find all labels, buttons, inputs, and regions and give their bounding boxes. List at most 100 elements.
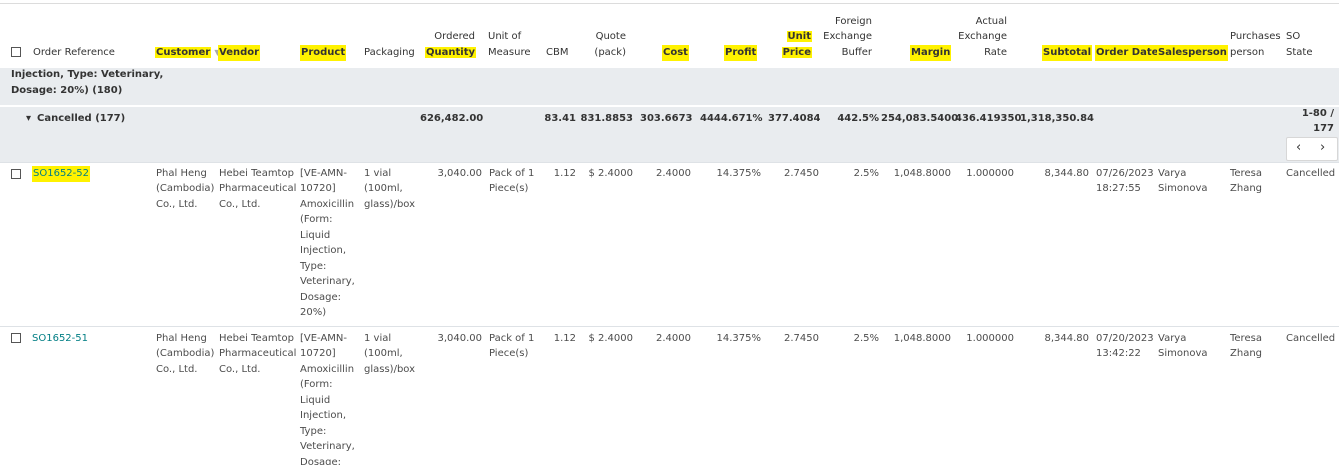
row-checkbox[interactable] bbox=[11, 169, 21, 179]
cell-order-date: 07/20/2023 bbox=[1096, 333, 1154, 344]
cell-customer: Phal Heng bbox=[156, 333, 207, 344]
cell-unit-price: 2.7450 bbox=[784, 168, 819, 179]
col-vendor[interactable]: Vendor bbox=[218, 45, 261, 61]
cell-packaging: glass)/box bbox=[364, 199, 416, 210]
col-unit-price-label2: Price bbox=[781, 47, 812, 58]
cell-uom: Piece(s) bbox=[489, 183, 529, 194]
cell-product: Veterinary, bbox=[300, 276, 355, 287]
cell-so-state: Cancelled bbox=[1286, 168, 1336, 179]
cell-product: Veterinary, bbox=[300, 441, 355, 452]
col-order-date[interactable]: Order Date bbox=[1095, 45, 1160, 61]
cell-margin: 1,048.8000 bbox=[893, 333, 951, 344]
col-ordered-quantity-line1[interactable]: Ordered bbox=[434, 31, 475, 42]
order-reference-link[interactable]: SO1652-52 bbox=[32, 166, 91, 182]
col-fx-buffer-line2[interactable]: Exchange bbox=[823, 31, 872, 42]
col-customer-label: Customer bbox=[155, 47, 212, 58]
pager-prev-icon[interactable]: ‹ bbox=[1296, 140, 1302, 155]
group-margin: 254,083.5400 bbox=[881, 113, 959, 124]
col-fx-buffer-line1[interactable]: Foreign bbox=[834, 16, 872, 27]
cell-salesperson: Varya bbox=[1158, 333, 1187, 344]
cell-order-date: 18:27:55 bbox=[1096, 183, 1141, 194]
col-uom-line2[interactable]: Measure bbox=[488, 47, 531, 58]
cell-customer: (Cambodia) bbox=[156, 348, 215, 359]
cell-fx-rate: 1.000000 bbox=[966, 168, 1014, 179]
order-reference-link[interactable]: SO1652-51 bbox=[32, 333, 89, 344]
cell-fx-rate: 1.000000 bbox=[966, 333, 1014, 344]
parent-group-label-line1: Injection, Type: Veterinary, bbox=[11, 69, 164, 80]
group-subtotal: 1,318,350.84 bbox=[1020, 113, 1095, 124]
group-label[interactable]: Cancelled (177) bbox=[37, 113, 126, 124]
cell-vendor: Hebei Teamtop bbox=[219, 333, 294, 344]
cell-purchases-person: Zhang bbox=[1230, 183, 1263, 194]
col-customer[interactable]: Customer ▼ bbox=[155, 45, 221, 61]
col-order-reference[interactable]: Order Reference bbox=[33, 47, 115, 58]
top-divider bbox=[0, 3, 1339, 4]
cell-customer: (Cambodia) bbox=[156, 183, 215, 194]
cell-salesperson: Simonova bbox=[1158, 183, 1208, 194]
cell-uom: Pack of 1 bbox=[489, 168, 535, 179]
col-fx-rate-line2[interactable]: Exchange bbox=[958, 31, 1007, 42]
cell-customer: Co., Ltd. bbox=[156, 364, 198, 375]
cell-cbm: 1.12 bbox=[553, 333, 576, 344]
cell-packaging: (100ml, bbox=[364, 348, 403, 359]
col-cbm[interactable]: CBM bbox=[546, 47, 569, 58]
col-quote-line1[interactable]: Quote bbox=[595, 31, 626, 42]
col-fx-rate-line3[interactable]: Rate bbox=[984, 47, 1007, 58]
cell-vendor: Pharmaceutical bbox=[219, 183, 297, 194]
pager-next-icon[interactable]: › bbox=[1320, 140, 1326, 155]
col-unit-price-line2[interactable]: Price bbox=[780, 45, 812, 61]
col-fx-rate-line1[interactable]: Actual bbox=[975, 16, 1007, 27]
cell-profit: 14.375% bbox=[716, 333, 762, 344]
group-quote: 831.8853 bbox=[580, 113, 633, 124]
cell-product: Injection, bbox=[300, 410, 347, 421]
col-salesperson[interactable]: Salesperson bbox=[1157, 45, 1228, 61]
col-uom-line1[interactable]: Unit of bbox=[488, 31, 522, 42]
col-so-state-line1[interactable]: SO bbox=[1286, 31, 1301, 42]
group-cbm: 83.41 bbox=[544, 113, 576, 124]
cell-product: Dosage: bbox=[300, 292, 342, 303]
cell-margin: 1,048.8000 bbox=[893, 168, 951, 179]
cell-product: Type: bbox=[300, 261, 327, 272]
col-packaging[interactable]: Packaging bbox=[364, 47, 415, 58]
cell-product: 10720] bbox=[300, 348, 336, 359]
cell-so-state: Cancelled bbox=[1286, 333, 1336, 344]
group-cost: 303.6673 bbox=[640, 113, 693, 124]
col-unit-price-label1: Unit bbox=[786, 31, 812, 42]
col-profit[interactable]: Profit bbox=[724, 45, 758, 61]
cell-product: Liquid bbox=[300, 395, 331, 406]
cell-ordered-quantity: 3,040.00 bbox=[437, 333, 482, 344]
col-purchases-line2[interactable]: person bbox=[1230, 47, 1265, 58]
cell-product: Amoxicillin bbox=[300, 364, 355, 375]
col-product[interactable]: Product bbox=[300, 45, 347, 61]
cell-product: Injection, bbox=[300, 245, 347, 256]
group-header-cancelled[interactable] bbox=[0, 107, 1339, 162]
group-divider bbox=[0, 105, 1339, 107]
col-subtotal[interactable]: Subtotal bbox=[1042, 45, 1093, 61]
cell-product: [VE-AMN- bbox=[300, 333, 348, 344]
select-all-checkbox[interactable] bbox=[11, 47, 21, 57]
cell-product: (Form: bbox=[300, 214, 333, 225]
cell-product: Amoxicillin bbox=[300, 199, 355, 210]
col-purchases-line1[interactable]: Purchases bbox=[1230, 31, 1281, 42]
col-cost[interactable]: Cost bbox=[662, 45, 689, 61]
col-quote-line2[interactable]: (pack) bbox=[594, 47, 626, 58]
col-so-state-line2[interactable]: State bbox=[1286, 47, 1313, 58]
cell-cbm: 1.12 bbox=[553, 168, 576, 179]
group-unit-price: 377.4084 bbox=[768, 113, 821, 124]
col-ordered-quantity-line2[interactable]: Quantity bbox=[425, 45, 476, 61]
cell-profit: 14.375% bbox=[716, 168, 762, 179]
group-caret-icon: ▾ bbox=[26, 113, 32, 124]
parent-group-header[interactable] bbox=[0, 68, 1339, 105]
row-checkbox[interactable] bbox=[11, 333, 21, 343]
col-unit-price-line1[interactable]: Unit bbox=[780, 29, 812, 45]
cell-quote: $ 2.4000 bbox=[588, 168, 633, 179]
cell-customer: Phal Heng bbox=[156, 168, 207, 179]
row-divider bbox=[0, 162, 1339, 163]
col-fx-buffer-line3[interactable]: Buffer bbox=[841, 47, 872, 58]
sort-caret-icon: ▼ bbox=[214, 48, 220, 57]
col-margin[interactable]: Margin bbox=[910, 45, 952, 61]
cell-vendor: Pharmaceutical bbox=[219, 348, 297, 359]
group-fx-buffer: 442.5% bbox=[837, 113, 879, 124]
row-divider bbox=[0, 326, 1339, 327]
cell-salesperson: Varya bbox=[1158, 168, 1187, 179]
